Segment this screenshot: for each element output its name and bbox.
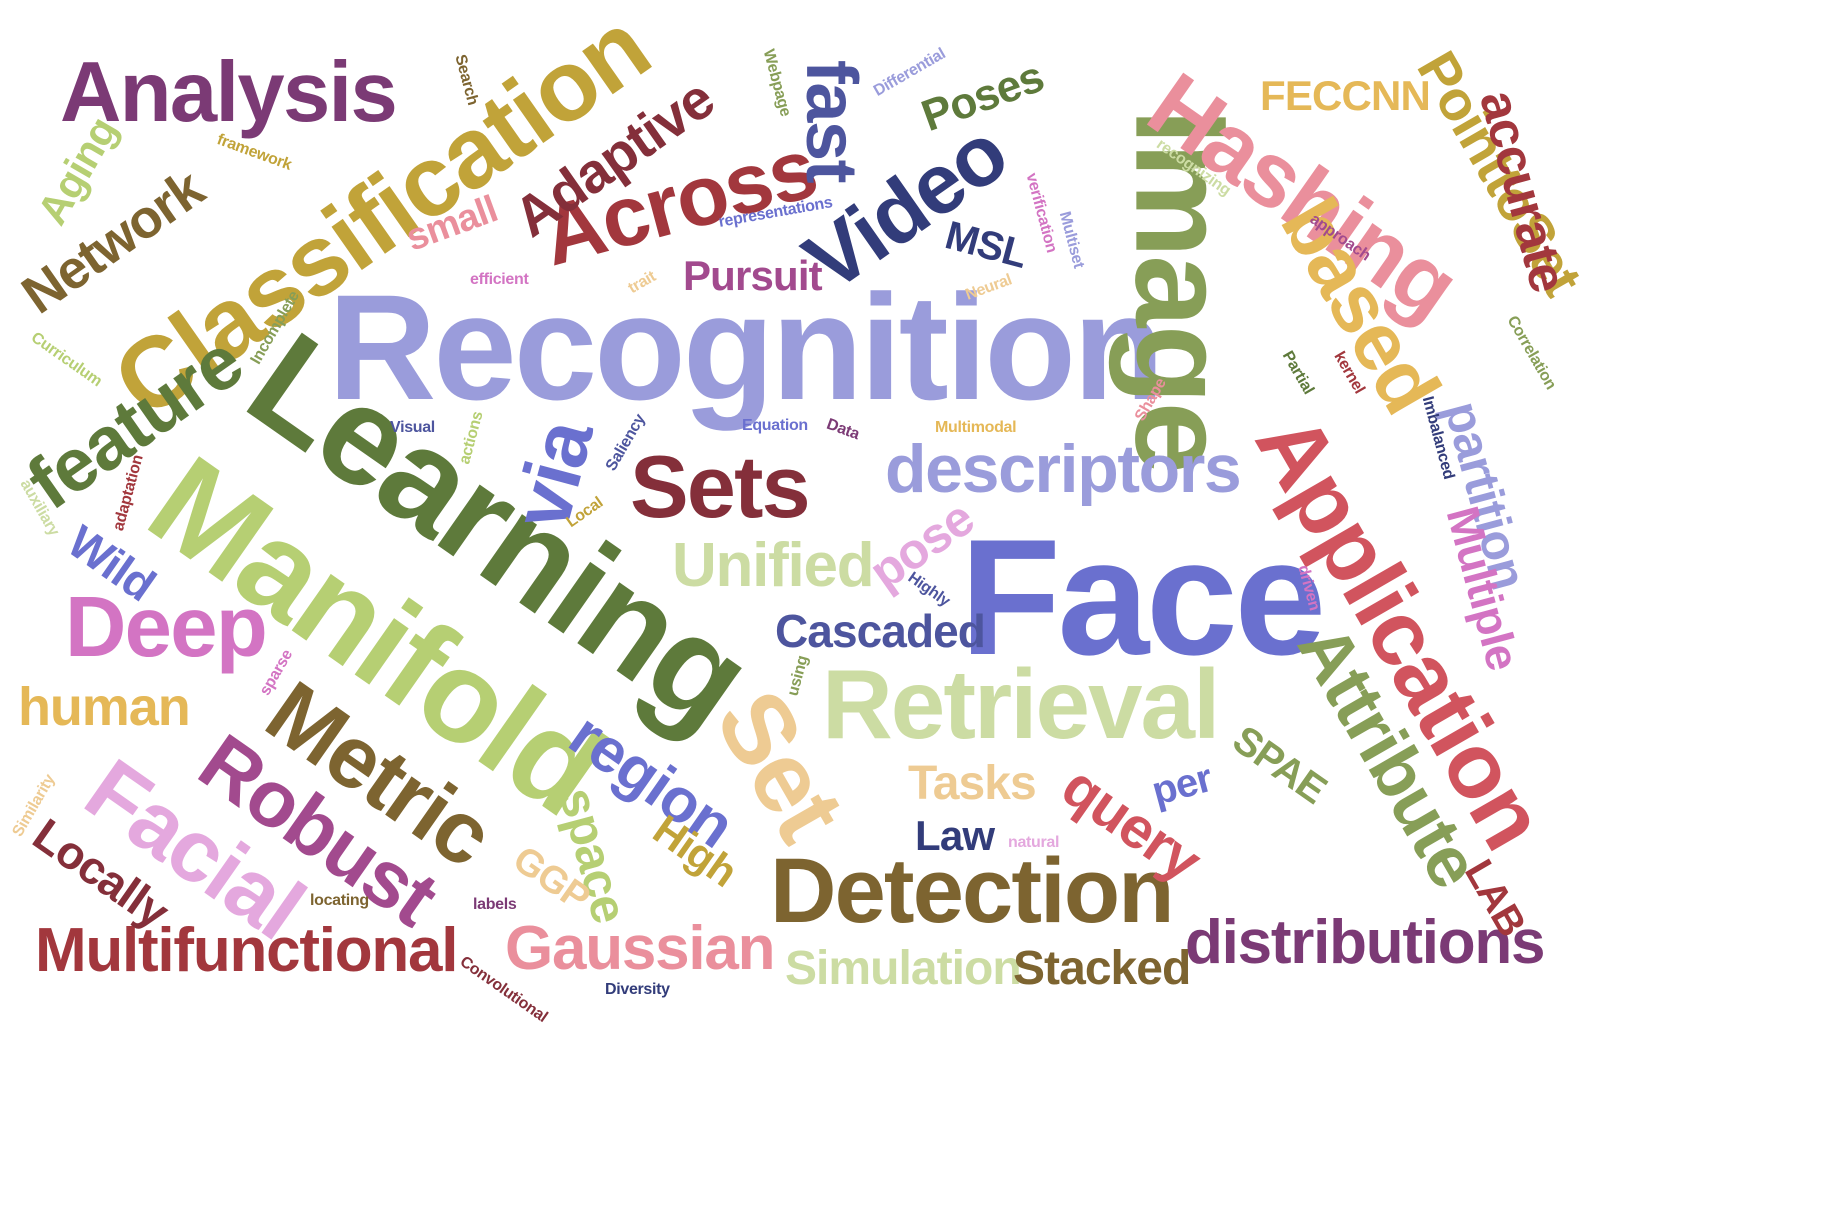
word-law: Law (915, 812, 995, 859)
word-partial: Partial (1278, 348, 1317, 398)
word-visual: Visual (390, 419, 435, 436)
word-using: using (784, 653, 812, 698)
word-simulation: Simulation (785, 942, 1022, 995)
word-deep: Deep (65, 580, 268, 675)
word-descriptors: descriptors (885, 431, 1242, 507)
word-face: Face (960, 505, 1326, 689)
word-stacked: Stacked (1013, 942, 1191, 995)
word-natural: natural (1008, 834, 1060, 851)
word-spae: SPAE (1224, 717, 1335, 813)
word-recognition: Recognition (328, 263, 1165, 431)
word-curriculum: Curriculum (27, 329, 105, 391)
word-multimodal: Multimodal (935, 419, 1017, 436)
word-locating: locating (310, 892, 369, 909)
word-cascaded: Cascaded (775, 605, 986, 657)
word-fast: fast (791, 59, 872, 183)
word-webpage: Webpage (759, 47, 794, 119)
word-multiset: Multiset (1055, 209, 1088, 271)
word-human: human (18, 677, 191, 737)
word-labels: labels (473, 896, 517, 913)
word-equation: Equation (742, 417, 808, 434)
word-distributions: distributions (1185, 908, 1546, 977)
word-retrieval: Retrieval (822, 649, 1220, 759)
word-gaussian: Gaussian (505, 914, 775, 983)
word-correlation: Correlation (1503, 313, 1560, 393)
word-multifunctional: Multifunctional (35, 916, 458, 985)
word-feccnn: FECCNN (1260, 72, 1431, 119)
word-detection: Detection (770, 840, 1174, 942)
word-analysis: Analysis (60, 45, 398, 140)
word-diversity: Diversity (605, 981, 670, 998)
word-efficient: efficient (470, 271, 529, 288)
word-pursuit: Pursuit (683, 252, 823, 299)
word-per: per (1147, 756, 1217, 814)
word-unified: Unified (672, 531, 875, 600)
word-sets: Sets (630, 437, 811, 536)
word-tasks: Tasks (908, 757, 1037, 810)
